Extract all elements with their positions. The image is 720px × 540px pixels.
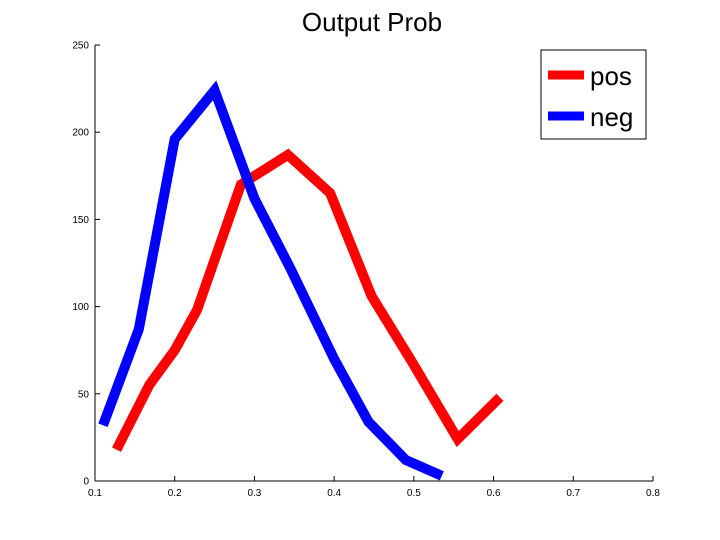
y-tick-label: 50 <box>78 389 90 400</box>
legend-label-neg: neg <box>590 102 633 132</box>
x-tick-label: 0.1 <box>88 488 102 499</box>
x-tick-label: 0.6 <box>487 488 501 499</box>
series-layer <box>98 80 504 481</box>
series-line-neg <box>98 80 444 481</box>
axes-layer <box>94 45 653 482</box>
x-tick-label: 0.3 <box>247 488 261 499</box>
y-tick-label: 250 <box>72 41 89 52</box>
x-tick-label: 0.4 <box>327 488 341 499</box>
legend-label-pos: pos <box>590 61 632 91</box>
series-line-pos <box>112 148 504 452</box>
y-tick-label: 200 <box>72 128 89 139</box>
legend: pos neg <box>540 49 647 140</box>
x-tick-label: 0.7 <box>566 488 580 499</box>
y-tick-label: 150 <box>72 215 89 226</box>
x-tick-label: 0.5 <box>407 488 421 499</box>
chart-title: Output Prob <box>302 7 442 37</box>
x-tick-label: 0.2 <box>168 488 182 499</box>
x-tick-label: 0.8 <box>646 488 660 499</box>
legend-box <box>540 49 647 140</box>
y-tick-label: 100 <box>72 302 89 313</box>
y-tick-label: 0 <box>83 477 89 488</box>
ticks-layer: 0.1 0.2 0.3 0.4 0.5 0.6 0.7 0.8 0 50 100 150 200 250 <box>72 41 660 500</box>
